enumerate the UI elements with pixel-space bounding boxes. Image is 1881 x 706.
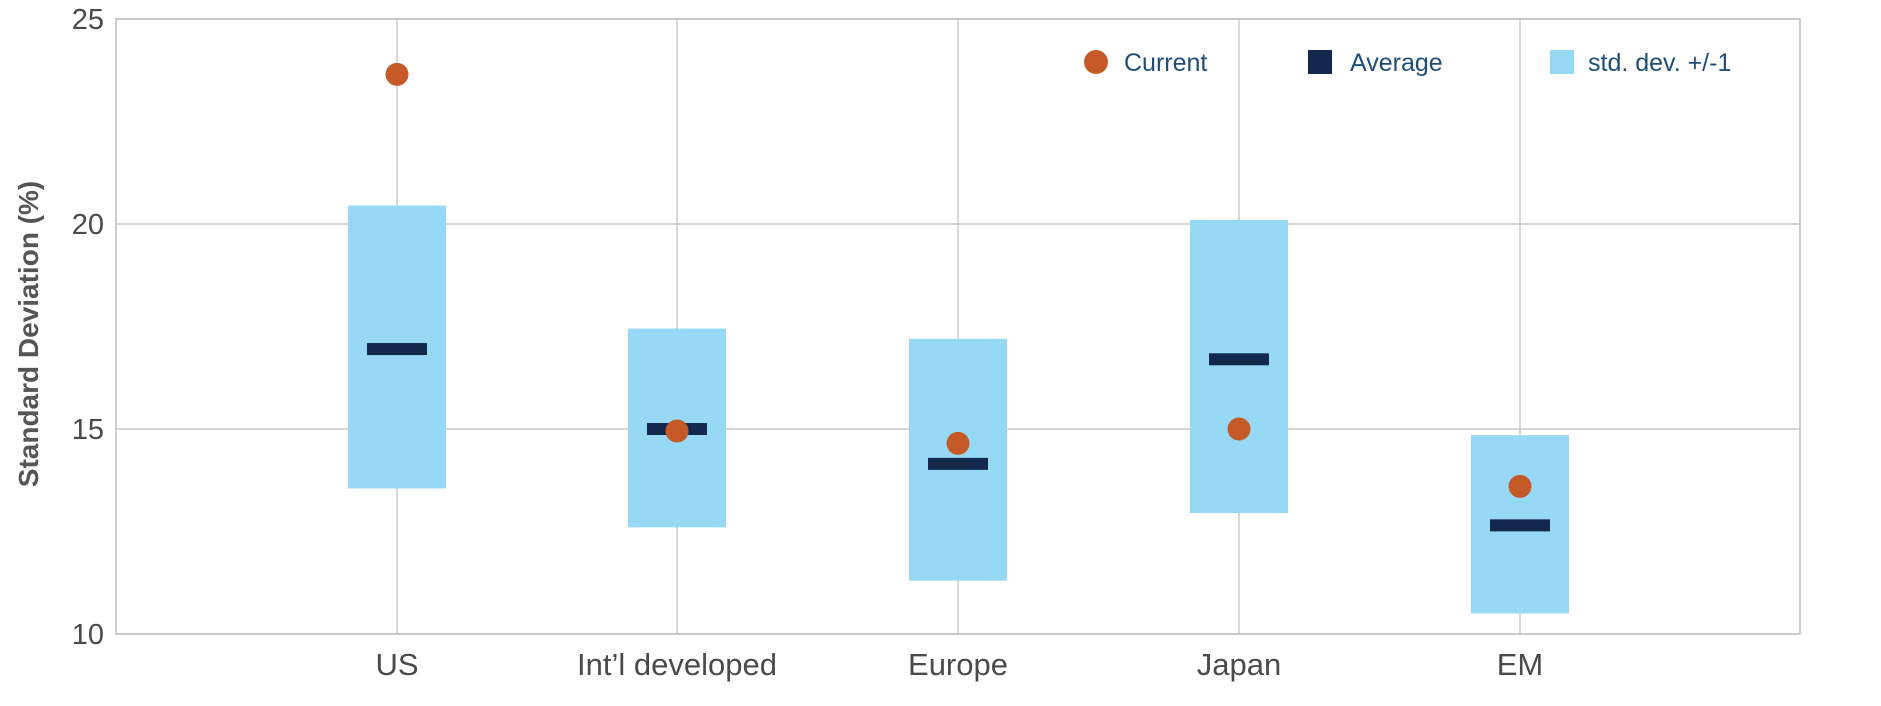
y-tick-label: 15 — [72, 414, 104, 446]
average-layer — [367, 343, 1550, 532]
current-layer — [385, 62, 1532, 498]
x-category-label: Japan — [1197, 647, 1281, 682]
current-dot — [946, 431, 970, 455]
stddev-range-bar — [1190, 219, 1288, 514]
current-dot — [1227, 417, 1251, 441]
legend-stddev-marker — [1550, 50, 1574, 74]
legend: Current Average std. dev. +/-1 — [1084, 49, 1731, 77]
legend-average-marker — [1308, 50, 1332, 74]
y-tick-label: 10 — [72, 619, 104, 651]
range-layer — [348, 205, 1569, 614]
average-marker — [1490, 519, 1550, 532]
x-category-label: Europe — [908, 647, 1008, 682]
average-marker — [928, 457, 988, 470]
current-dot — [1508, 474, 1532, 498]
legend-average-label: Average — [1350, 49, 1443, 77]
axis-layer: 10 15 20 25 US Int’l developed Europe Japan EM — [72, 4, 1544, 682]
legend-current-label: Current — [1124, 49, 1207, 77]
legend-stddev-label: std. dev. +/-1 — [1588, 49, 1731, 77]
y-tick-label: 20 — [72, 209, 104, 241]
current-dot — [385, 62, 409, 86]
average-marker — [1209, 353, 1269, 366]
x-category-label: US — [375, 647, 418, 682]
x-category-label: Int’l developed — [577, 647, 777, 682]
average-marker — [367, 343, 427, 356]
current-dot — [665, 419, 689, 443]
y-axis-title: Standard Deviation (%) — [13, 181, 44, 487]
legend-current-marker — [1084, 50, 1108, 74]
x-category-label: EM — [1497, 647, 1544, 682]
y-tick-label: 25 — [72, 4, 104, 36]
